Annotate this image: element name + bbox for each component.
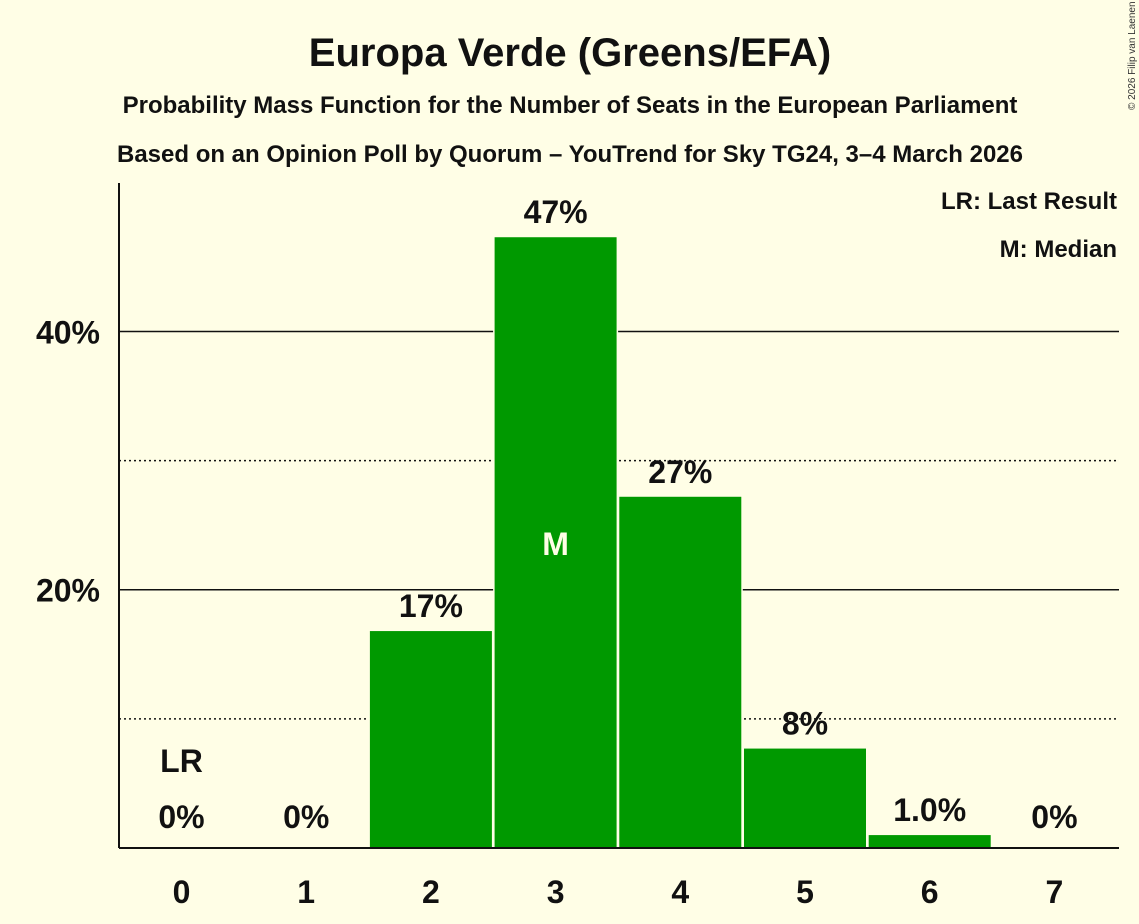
y-tick-label-40: 40%	[36, 314, 100, 350]
data-label-1: 0%	[283, 799, 329, 835]
data-label-4: 27%	[648, 454, 712, 490]
x-tick-label-5: 5	[796, 874, 814, 910]
data-label-2: 17%	[399, 588, 463, 624]
x-tick-label-1: 1	[297, 874, 315, 910]
bars	[368, 235, 993, 848]
chart-source: Based on an Opinion Poll by Quorum – You…	[117, 141, 1023, 168]
legend-median: M: Median	[1000, 236, 1117, 263]
copyright-note: © 2026 Filip van Laenen	[1127, 1, 1138, 110]
bar-4	[619, 496, 742, 848]
bar-6	[868, 835, 991, 848]
x-tick-label-7: 7	[1046, 874, 1064, 910]
y-tick-label-20: 20%	[36, 573, 100, 609]
chart-title: Europa Verde (Greens/EFA)	[309, 31, 831, 75]
x-tick-label-0: 0	[173, 874, 191, 910]
chart-subtitle: Probability Mass Function for the Number…	[123, 92, 1018, 119]
data-labels: 0% 0% 17% 47% 27% 8% 1.0% 0% M LR	[158, 194, 1077, 835]
bar-3	[494, 237, 617, 848]
x-tick-label-3: 3	[547, 874, 565, 910]
x-tick-label-6: 6	[921, 874, 939, 910]
data-label-7: 0%	[1031, 799, 1077, 835]
median-marker: M	[542, 526, 569, 562]
x-tick-label-4: 4	[671, 874, 689, 910]
legend-last-result: LR: Last Result	[941, 188, 1117, 215]
axes: 20% 40% 0 1 2 3 4 5 6 7	[36, 183, 1119, 910]
last-result-marker: LR	[160, 743, 203, 779]
data-label-6: 1.0%	[893, 792, 966, 828]
data-label-3: 47%	[524, 194, 588, 230]
x-tick-label-2: 2	[422, 874, 440, 910]
bar-2	[369, 631, 492, 848]
data-label-5: 8%	[782, 706, 828, 742]
data-label-0: 0%	[158, 799, 204, 835]
bar-5	[744, 748, 866, 848]
